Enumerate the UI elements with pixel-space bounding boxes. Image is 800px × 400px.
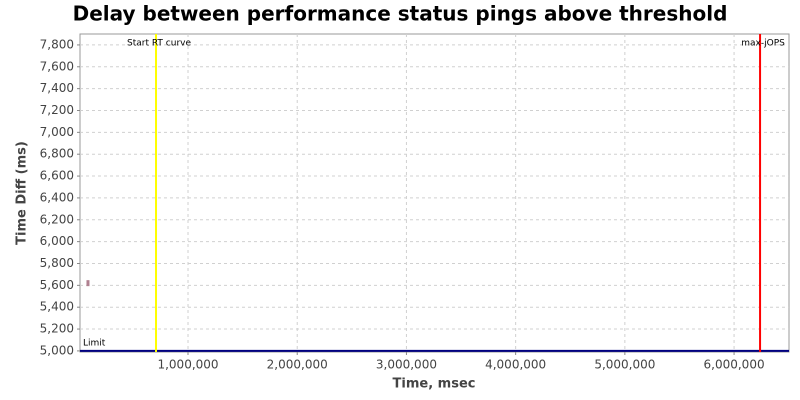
x-axis-label: Time, msec: [393, 377, 476, 392]
marker-label: Start RT curve: [127, 39, 191, 49]
y-tick-label: 6,200: [40, 212, 74, 226]
marker-label: max-jOPS: [741, 39, 785, 49]
x-tick-label: 4,000,000: [485, 358, 546, 372]
x-tick-label: 2,000,000: [267, 358, 328, 372]
y-axis-label: Time Diff (ms): [15, 141, 30, 245]
y-tick-label: 7,200: [40, 103, 74, 117]
y-tick-label: 6,400: [40, 190, 74, 204]
y-tick-label: 6,800: [40, 147, 74, 161]
y-tick-label: 5,400: [40, 300, 74, 314]
x-tick-label: 3,000,000: [376, 358, 437, 372]
y-tick-label: 5,800: [40, 256, 74, 270]
y-tick-label: 7,400: [40, 81, 74, 95]
y-tick-label: 5,600: [40, 278, 74, 292]
y-tick-label: 7,800: [40, 37, 74, 51]
x-tick-label: 1,000,000: [157, 358, 218, 372]
point: [86, 280, 90, 287]
y-tick-label: 7,000: [40, 125, 74, 139]
y-tick-label: 7,600: [40, 59, 74, 73]
y-tick-label: 5,000: [40, 343, 74, 357]
y-tick-label: 6,600: [40, 169, 74, 183]
chart-title: Delay between performance status pings a…: [73, 2, 728, 26]
y-tick-label: 5,200: [40, 322, 74, 336]
x-tick-label: 6,000,000: [704, 358, 765, 372]
y-tick-label: 6,000: [40, 234, 74, 248]
threshold-label: Limit: [83, 338, 106, 348]
x-tick-label: 5,000,000: [594, 358, 655, 372]
plot-area: [79, 33, 790, 353]
